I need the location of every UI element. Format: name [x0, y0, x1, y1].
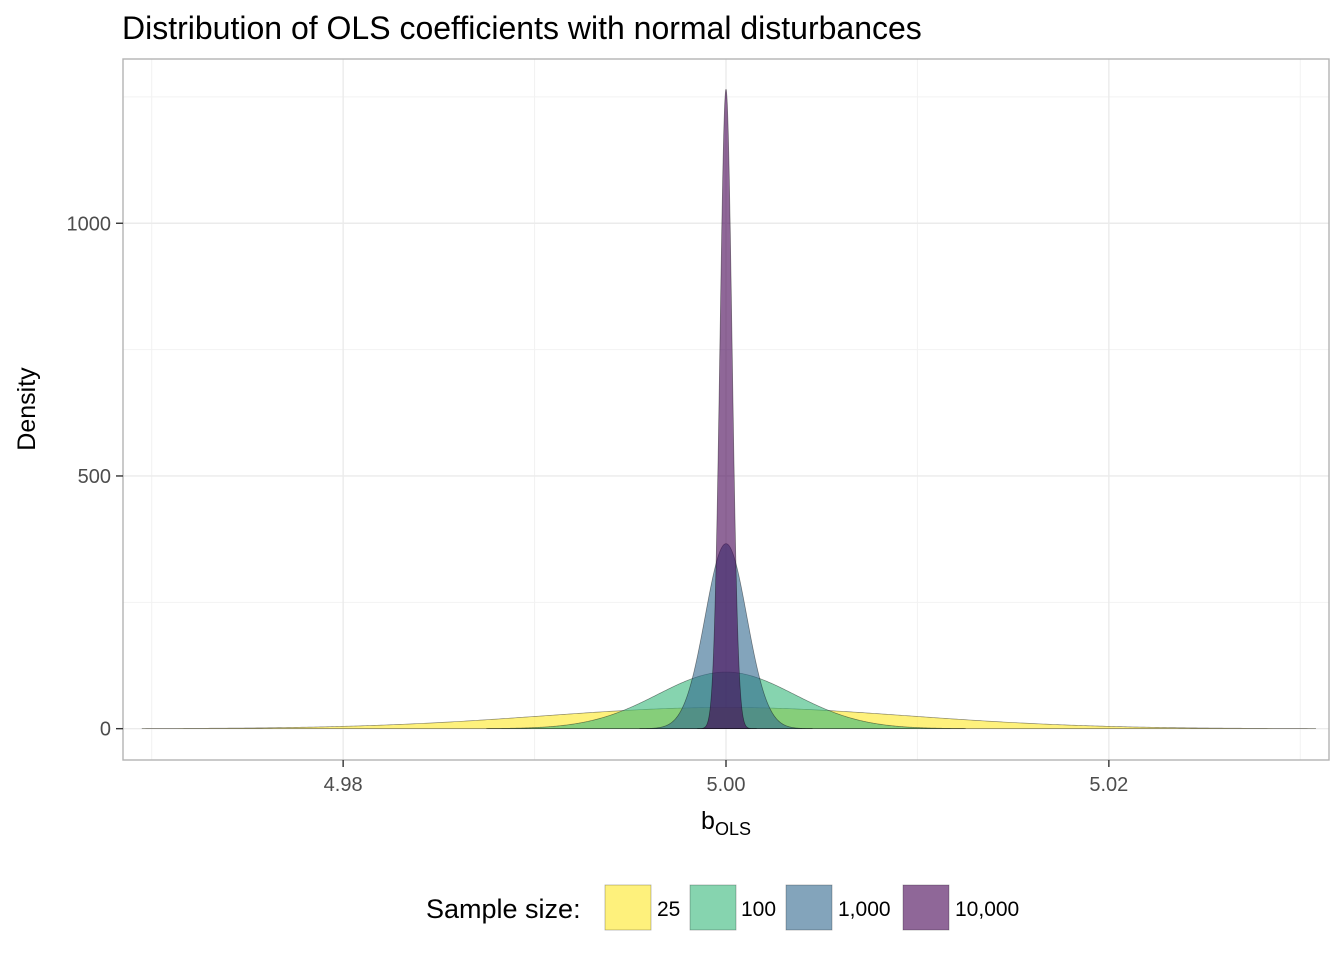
legend-key-10000: [902, 884, 950, 931]
x-tick-label: 5.02: [1089, 774, 1128, 796]
y-tick-label: 500: [78, 466, 111, 488]
legend-label-1000: 1,000: [838, 898, 891, 921]
y-tick-label: 1000: [67, 213, 112, 235]
legend-label-10000: 10,000: [955, 898, 1019, 921]
density-areas: [141, 88, 1316, 730]
legend-label-25: 25: [657, 898, 680, 921]
density-area-10000: [697, 88, 757, 730]
legend-key-25: [604, 884, 652, 931]
x-axis-title-subscript: OLS: [715, 819, 751, 839]
legend-label-100: 100: [741, 898, 776, 921]
legend: Sample size: 25 100 1,000 10,000: [426, 884, 1019, 931]
legend-key-1000: [785, 884, 833, 931]
legend-key-100: [689, 884, 737, 931]
axes: 4.98 5.00 5.02 0 500 1000: [67, 213, 1129, 796]
x-axis-title-main: b: [701, 807, 715, 835]
x-tick-label: 5.00: [707, 774, 746, 796]
y-axis-title: Density: [13, 367, 41, 451]
chart-title: Distribution of OLS coefficients with no…: [122, 10, 922, 46]
x-axis-title: bOLS: [701, 807, 751, 839]
y-tick-label: 0: [100, 719, 111, 741]
x-tick-label: 4.98: [324, 774, 363, 796]
legend-title: Sample size:: [426, 894, 581, 924]
